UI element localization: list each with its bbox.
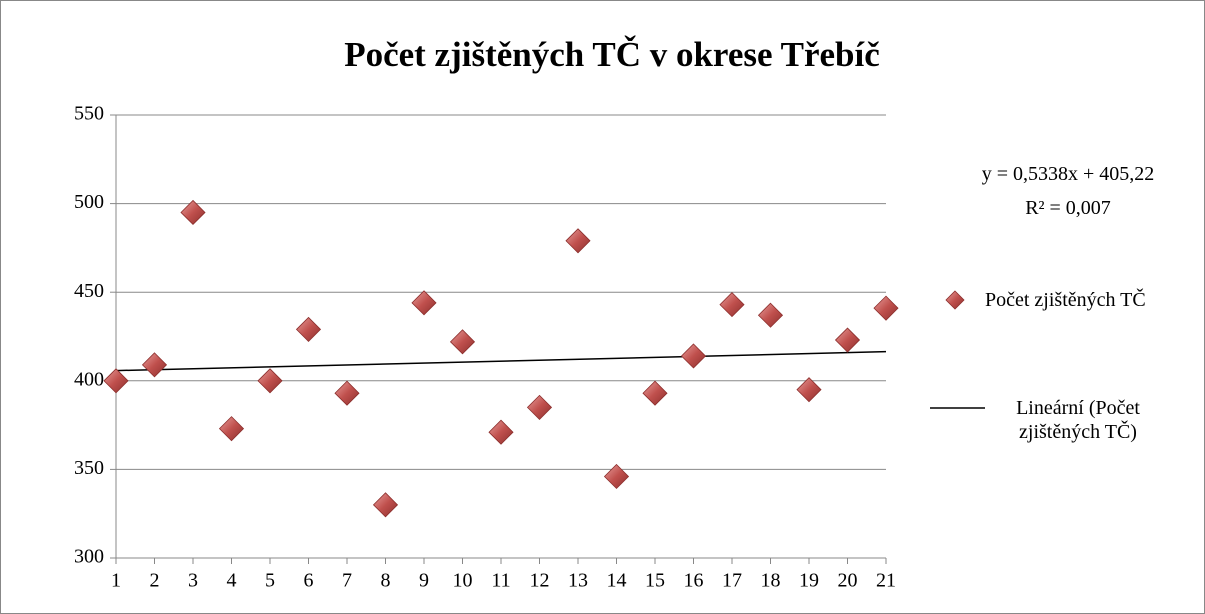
x-tick-label: 19	[799, 570, 819, 592]
x-tick-label: 9	[419, 570, 429, 592]
point	[873, 295, 899, 321]
point	[565, 228, 591, 254]
point	[257, 368, 283, 394]
point	[141, 352, 168, 378]
x-tick-label: 17	[722, 570, 742, 592]
x-tick-label: 4	[227, 570, 237, 592]
point	[757, 302, 784, 328]
point	[372, 492, 399, 518]
point	[796, 377, 822, 403]
point	[180, 199, 206, 226]
x-tick-label: 3	[188, 570, 198, 592]
point	[218, 416, 245, 442]
x-tick-label: 12	[530, 570, 550, 592]
point	[449, 329, 476, 355]
point	[719, 292, 745, 318]
y-tick-label: 350	[74, 457, 104, 479]
legend-marker	[945, 290, 965, 310]
x-tick-label: 21	[876, 570, 896, 592]
point	[642, 380, 668, 406]
point	[488, 419, 514, 445]
x-tick-label: 16	[684, 570, 704, 592]
y-tick-label: 450	[74, 280, 104, 302]
r-squared: R² = 0,007	[1025, 197, 1111, 219]
equation: y = 0,5338x + 405,22	[981, 163, 1155, 185]
point	[526, 394, 553, 420]
x-tick-label: 13	[568, 570, 588, 592]
point	[834, 327, 861, 353]
x-tick-label: 1	[111, 570, 121, 592]
x-tick-label: 14	[607, 570, 627, 592]
x-tick-label: 15	[645, 570, 665, 592]
x-tick-label: 10	[453, 570, 473, 592]
x-tick-label: 6	[304, 570, 314, 592]
legend-label: Lineární (Počet zjištěných TČ)	[1016, 397, 1140, 443]
legend-label: Počet zjištěných TČ	[985, 289, 1146, 311]
y-tick-label: 400	[74, 368, 104, 390]
x-tick-label: 2	[150, 570, 160, 592]
y-tick-label: 300	[74, 546, 104, 568]
y-tick-label: 550	[74, 103, 104, 125]
x-tick-label: 18	[761, 570, 781, 592]
point	[411, 290, 437, 316]
x-tick-label: 7	[342, 570, 352, 592]
x-tick-label: 5	[265, 570, 275, 592]
x-tick-label: 8	[381, 570, 391, 592]
point	[680, 343, 707, 369]
chart-title: Počet zjištěných TČ v okrese Třebíč	[344, 34, 880, 74]
x-tick-label: 11	[491, 570, 510, 592]
trendline	[115, 350, 887, 372]
x-tick-label: 20	[838, 570, 858, 592]
point	[295, 316, 322, 342]
point	[103, 368, 129, 394]
point	[603, 463, 630, 490]
y-tick-label: 500	[74, 191, 104, 213]
point	[334, 380, 360, 406]
